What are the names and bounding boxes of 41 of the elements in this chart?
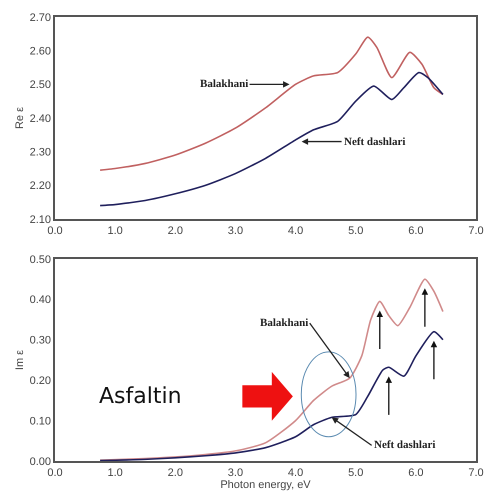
y-tick-label: 2.10 [30, 214, 52, 226]
x-tick-label: 2.0 [168, 466, 183, 479]
x-tick-label: 7.0 [468, 224, 484, 237]
y-tick-label: 0.30 [30, 334, 52, 347]
y-axis-title: Im ε [14, 350, 26, 370]
annotation: Asfaltin [99, 384, 182, 409]
y-tick-label: 0.10 [30, 415, 52, 428]
x-tick-label: 6.0 [408, 466, 424, 479]
y-tick-label: 2.50 [30, 79, 52, 92]
x-tick-label: 5.0 [348, 224, 364, 237]
x-tick-label: 6.0 [408, 224, 424, 237]
y-tick-label: 2.30 [30, 146, 52, 159]
x-tick-label: 2.0 [168, 224, 183, 237]
line-series [99, 36, 444, 171]
annotation: Neft dashlari [374, 439, 436, 451]
x-axis-title: Photon energy, eV [220, 478, 312, 491]
annotation: Balakhani [200, 78, 248, 90]
x-tick-label: 3.0 [228, 466, 244, 479]
annotation: Balakhani [260, 317, 308, 329]
x-tick-label: 7.0 [468, 466, 484, 479]
y-tick-label: 0.50 [30, 254, 52, 266]
x-tick-label: 1.0 [107, 466, 123, 479]
y-tick-label: 2.40 [30, 112, 52, 125]
y-tick-label: 0.40 [30, 294, 52, 306]
x-tick-label: 3.0 [228, 224, 244, 237]
line-series [99, 72, 444, 206]
y-tick-label: 2.70 [30, 12, 52, 24]
y-tick-label: 0.20 [30, 375, 52, 388]
y-axis-title: Re ε [14, 106, 26, 130]
y-tick-label: 0.00 [30, 456, 52, 468]
x-tick-label: 5.0 [348, 466, 364, 479]
y-tick-label: 2.60 [30, 46, 52, 58]
x-tick-label: 4.0 [288, 224, 304, 237]
y-tick-label: 2.20 [30, 180, 52, 192]
x-tick-label: 4.0 [288, 466, 304, 479]
line-series [99, 330, 444, 461]
annotation: Neft dashlari [344, 136, 406, 148]
x-tick-label: 0.0 [47, 224, 63, 237]
line-series [99, 278, 444, 461]
x-tick-label: 1.0 [107, 224, 123, 237]
x-tick-label: 0.0 [47, 466, 63, 479]
